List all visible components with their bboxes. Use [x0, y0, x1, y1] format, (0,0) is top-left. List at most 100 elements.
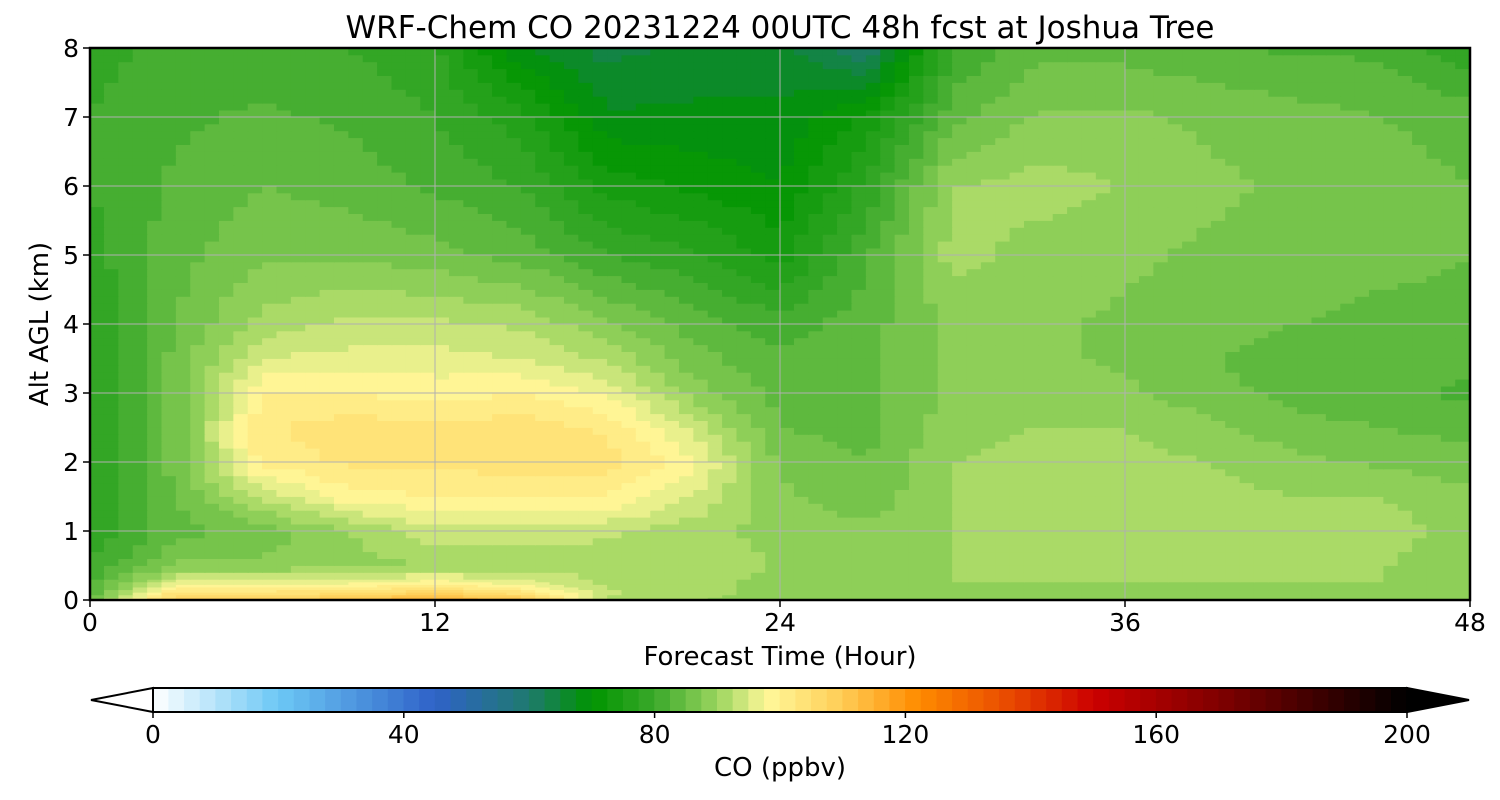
heatmap-cell: [233, 584, 249, 588]
heatmap-cell: [1455, 378, 1470, 387]
heatmap-cell: [880, 523, 896, 532]
heatmap-cell: [463, 578, 479, 583]
heatmap-cell: [333, 475, 350, 484]
heatmap-cell: [1440, 378, 1457, 387]
heatmap-cell: [578, 581, 594, 585]
heatmap-cell: [1268, 309, 1284, 318]
heatmap-cell: [664, 578, 680, 583]
heatmap-cell: [578, 454, 594, 463]
heatmap-cell: [1412, 351, 1428, 359]
heatmap-cell: [420, 316, 436, 325]
heatmap-cell: [405, 586, 422, 591]
heatmap-cell: [722, 378, 738, 387]
heatmap-cell: [1225, 337, 1241, 346]
heatmap-cell: [722, 594, 738, 598]
heatmap-cell: [1340, 516, 1356, 525]
heatmap-cell: [1440, 551, 1457, 559]
heatmap-cell: [161, 482, 177, 490]
heatmap-cell: [765, 489, 781, 497]
heatmap-cell: [621, 509, 637, 518]
heatmap-cell: [103, 392, 120, 401]
heatmap-cell: [333, 551, 350, 559]
heatmap-cell: [1282, 378, 1298, 387]
heatmap-cell: [276, 475, 292, 484]
heatmap-cell: [1325, 558, 1342, 566]
heatmap-cell: [204, 420, 220, 428]
heatmap-cell: [477, 309, 493, 318]
heatmap-cell: [908, 330, 925, 339]
heatmap-cell: [161, 337, 177, 346]
heatmap-cell: [147, 572, 163, 580]
heatmap-cell: [218, 323, 235, 332]
heatmap-cell: [908, 537, 925, 546]
heatmap-cell: [1297, 399, 1313, 408]
heatmap-cell: [1354, 413, 1370, 421]
heatmap-cell: [1009, 586, 1025, 591]
heatmap-cell: [1196, 489, 1212, 497]
heatmap-cell: [233, 413, 249, 421]
heatmap-cell: [405, 475, 422, 484]
heatmap-cell: [1023, 440, 1040, 449]
heatmap-cell: [247, 558, 263, 566]
heatmap-cell: [851, 447, 867, 456]
heatmap-cell: [132, 378, 148, 387]
heatmap-cell: [1167, 365, 1183, 373]
heatmap-cell: [1138, 413, 1155, 421]
heatmap-cell: [880, 530, 896, 539]
heatmap-cell: [520, 289, 537, 297]
heatmap-cell: [549, 296, 565, 304]
heatmap-cell: [1383, 594, 1399, 598]
heatmap-cell: [290, 565, 307, 573]
heatmap-cell: [1426, 371, 1442, 380]
heatmap-cell: [118, 454, 134, 463]
heatmap-cell: [1210, 337, 1227, 346]
heatmap-cell: [592, 358, 608, 366]
heatmap-cell: [362, 447, 378, 456]
heatmap-cell: [635, 371, 652, 380]
heatmap-cell: [90, 468, 105, 477]
heatmap-cell: [779, 551, 795, 559]
heatmap-cell: [319, 371, 335, 380]
heatmap-cell: [707, 461, 723, 470]
heatmap-cell: [233, 597, 249, 600]
heatmap-cell: [118, 482, 134, 490]
heatmap-cell: [218, 351, 235, 359]
heatmap-cell: [980, 282, 997, 290]
heatmap-cell: [1225, 589, 1241, 593]
heatmap-cell: [118, 351, 134, 359]
heatmap-cell: [1153, 589, 1169, 593]
heatmap-cell: [621, 427, 637, 435]
heatmap-cell: [908, 551, 925, 559]
heatmap-cell: [952, 330, 968, 339]
heatmap-cell: [1081, 427, 1097, 435]
heatmap-cell: [1038, 282, 1054, 290]
heatmap-cell: [1440, 530, 1457, 539]
heatmap-cell: [1023, 420, 1040, 428]
heatmap-cell: [1440, 420, 1457, 428]
heatmap-cell: [1067, 591, 1083, 596]
heatmap-cell: [952, 289, 968, 297]
heatmap-cell: [908, 594, 925, 598]
heatmap-cell: [779, 337, 795, 346]
heatmap-cell: [693, 371, 709, 380]
heatmap-cell: [592, 440, 608, 449]
heatmap-cell: [405, 523, 422, 532]
heatmap-cell: [779, 309, 795, 318]
heatmap-cell: [506, 323, 522, 332]
heatmap-cell: [765, 365, 781, 373]
heatmap-cell: [1110, 537, 1126, 546]
heatmap-cell: [1052, 344, 1068, 352]
heatmap-cell: [1110, 503, 1126, 511]
heatmap-cell: [1282, 399, 1298, 408]
heatmap-cell: [1052, 337, 1068, 346]
heatmap-cell: [218, 371, 235, 380]
heatmap-cell: [448, 365, 465, 373]
heatmap-cell: [391, 316, 407, 325]
heatmap-cell: [1440, 399, 1457, 408]
heatmap-cell: [477, 351, 493, 359]
heatmap-cell: [865, 365, 882, 373]
heatmap-cell: [1167, 289, 1183, 297]
heatmap-cell: [290, 392, 307, 401]
heatmap-cell: [1052, 330, 1068, 339]
heatmap-cell: [1167, 337, 1183, 346]
